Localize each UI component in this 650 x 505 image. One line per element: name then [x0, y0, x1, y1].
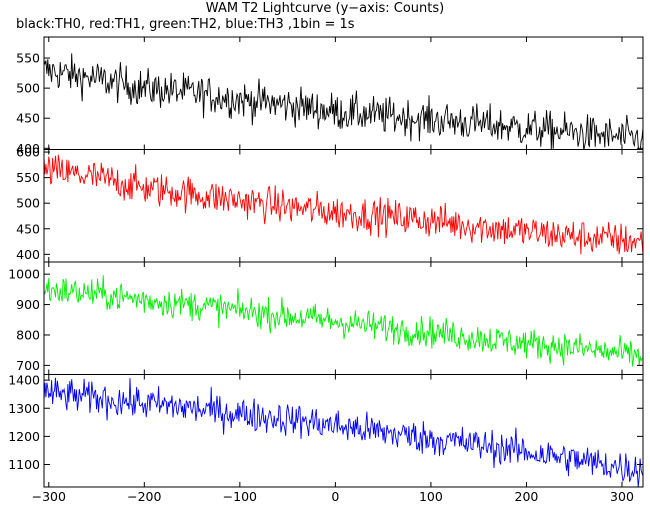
- y-tick-label: 550: [16, 170, 40, 185]
- y-tick-label: 450: [16, 111, 40, 126]
- series-line-2: [44, 275, 643, 367]
- series-line-0: [44, 53, 643, 150]
- panel-frame: [43, 149, 644, 263]
- panel-0: 400 450 500 550: [16, 36, 644, 156]
- chart-title: WAM T2 Lightcurve (y−axis: Counts): [205, 1, 445, 16]
- y-tick-label: 900: [16, 297, 40, 312]
- panel-frame: [43, 374, 644, 488]
- y-tick-label: 400: [16, 141, 40, 156]
- y-tick-label: 1200: [8, 429, 40, 444]
- x-tick-label: −300: [32, 489, 66, 504]
- panel-1: 400 450 500 550 600: [16, 145, 644, 263]
- y-tick-label: 1000: [8, 267, 40, 282]
- x-tick-label: −100: [223, 489, 257, 504]
- y-tick-label: 800: [16, 327, 40, 342]
- x-tick-label: −200: [127, 489, 161, 504]
- x-axis: −300 −200 −100 0 100 200 300: [32, 489, 634, 504]
- x-tick-label: 0: [331, 489, 339, 504]
- series-line-1: [44, 154, 643, 255]
- series-line-3: [44, 377, 643, 487]
- y-tick-label: 1400: [8, 373, 40, 388]
- panels-group: 400 450 500 550 400 450 500 550 600 700 800 900 1000…: [8, 36, 644, 488]
- x-tick-label: 200: [515, 489, 539, 504]
- y-tick-label: 550: [16, 51, 40, 66]
- y-tick-label: 500: [16, 81, 40, 96]
- panel-2: 700 800 900 1000: [8, 261, 644, 375]
- y-tick-label: 500: [16, 196, 40, 211]
- x-tick-label: 100: [419, 489, 443, 504]
- y-tick-label: 450: [16, 221, 40, 236]
- y-tick-label: 700: [16, 358, 40, 373]
- y-tick-label: 1300: [8, 401, 40, 416]
- y-tick-label: 400: [16, 247, 40, 262]
- chart-subtitle: black:TH0, red:TH1, green:TH2, blue:TH3 …: [16, 17, 355, 32]
- panel-frame: [43, 261, 644, 375]
- y-tick-label: 600: [16, 145, 40, 160]
- x-tick-label: 300: [610, 489, 634, 504]
- y-tick-label: 1100: [8, 457, 40, 472]
- panel-3: 1100 1200 1300 1400: [8, 373, 644, 488]
